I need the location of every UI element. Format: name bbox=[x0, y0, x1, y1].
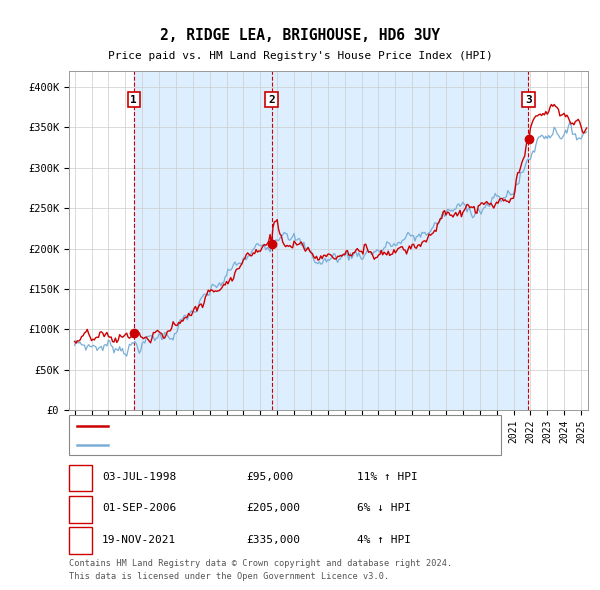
Text: 3: 3 bbox=[77, 533, 84, 546]
Text: 11% ↑ HPI: 11% ↑ HPI bbox=[357, 472, 418, 482]
Text: £335,000: £335,000 bbox=[246, 535, 300, 545]
Text: Contains HM Land Registry data © Crown copyright and database right 2024.: Contains HM Land Registry data © Crown c… bbox=[69, 559, 452, 568]
Text: 6% ↓ HPI: 6% ↓ HPI bbox=[357, 503, 411, 513]
Text: 1: 1 bbox=[77, 470, 84, 484]
Text: 01-SEP-2006: 01-SEP-2006 bbox=[102, 503, 176, 513]
Text: £95,000: £95,000 bbox=[246, 472, 293, 482]
Text: 19-NOV-2021: 19-NOV-2021 bbox=[102, 535, 176, 545]
Text: HPI: Average price, detached house, Calderdale: HPI: Average price, detached house, Cald… bbox=[113, 440, 389, 450]
Text: Price paid vs. HM Land Registry's House Price Index (HPI): Price paid vs. HM Land Registry's House … bbox=[107, 51, 493, 61]
Text: This data is licensed under the Open Government Licence v3.0.: This data is licensed under the Open Gov… bbox=[69, 572, 389, 581]
Text: £205,000: £205,000 bbox=[246, 503, 300, 513]
Text: 03-JUL-1998: 03-JUL-1998 bbox=[102, 472, 176, 482]
Text: 1: 1 bbox=[130, 94, 137, 104]
Text: 3: 3 bbox=[525, 94, 532, 104]
Text: 2: 2 bbox=[77, 502, 84, 515]
Text: 2: 2 bbox=[268, 94, 275, 104]
Bar bbox=[134, 71, 272, 410]
Bar bbox=[272, 71, 529, 410]
Text: 2, RIDGE LEA, BRIGHOUSE, HD6 3UY: 2, RIDGE LEA, BRIGHOUSE, HD6 3UY bbox=[160, 28, 440, 43]
Text: 4% ↑ HPI: 4% ↑ HPI bbox=[357, 535, 411, 545]
Text: 2, RIDGE LEA, BRIGHOUSE, HD6 3UY (detached house): 2, RIDGE LEA, BRIGHOUSE, HD6 3UY (detach… bbox=[113, 421, 407, 431]
